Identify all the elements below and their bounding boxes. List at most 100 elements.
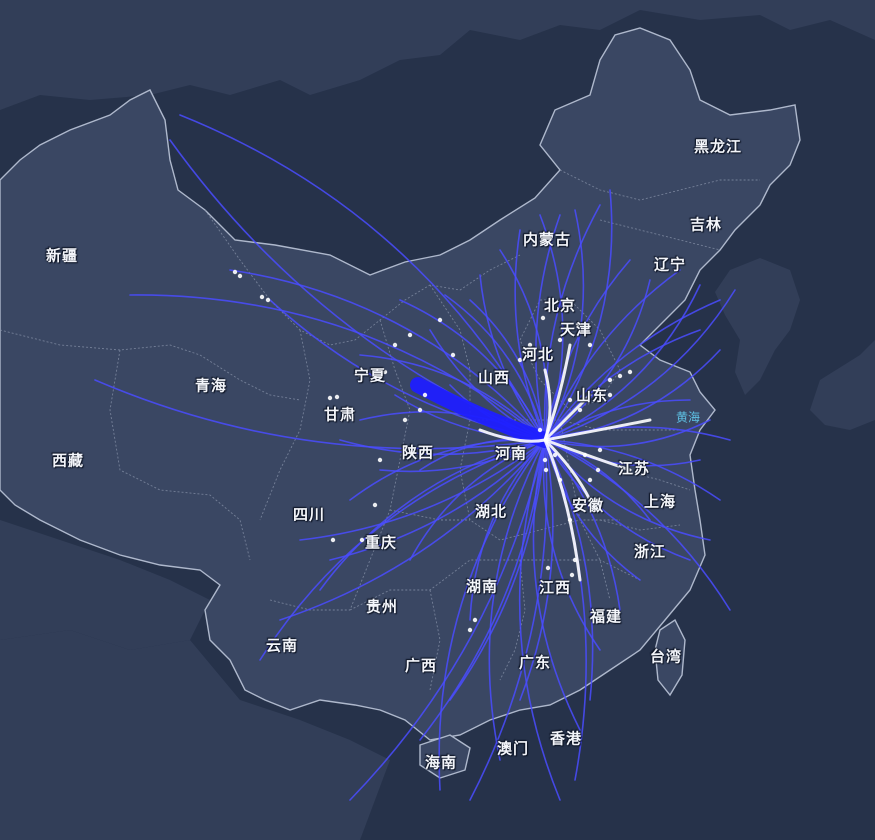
neighbor-land-southwest [0,520,210,650]
flow-core [543,418,652,442]
province-border [204,209,521,346]
flow-line [544,439,721,501]
flow-line [438,439,546,791]
flow-particle [472,617,478,623]
province-border [389,509,470,521]
flow-line [544,439,731,611]
flow-particle [232,269,238,275]
flow-line [544,419,711,448]
flow-particle [527,342,533,348]
flow-line [499,249,548,441]
flow-core [543,438,582,582]
flow-particle [627,369,633,375]
flow-particle [567,397,573,403]
hainan-island [419,734,471,779]
flow-line [449,439,546,701]
flow-particle [557,337,563,343]
flow-particle [567,517,573,523]
flow-line [544,329,701,441]
flow-core [543,393,592,442]
province-border [349,319,411,611]
flow-line [488,439,546,761]
neighbor-land-korea [715,258,800,395]
flow-particle [437,317,443,323]
flow-particle [407,332,413,338]
flow-line [544,439,594,701]
flow-line [544,439,621,611]
province-border [519,299,621,411]
flow-core [543,438,632,472]
flow-line [94,379,546,450]
flow-line [329,439,546,561]
flow-particle [377,457,383,463]
flow-core [543,438,592,502]
flow-core [478,428,547,443]
flow-line [339,439,546,456]
flow-line [129,294,546,441]
flow-particle [450,352,456,358]
flow-particle [587,342,593,348]
flow-particle [587,477,593,483]
flow-particle [557,477,563,483]
flow-line [479,274,546,441]
flow-line [419,439,546,741]
flow-line [543,204,601,441]
flow-particle [334,394,340,400]
sea-label-yellow-sea: 黄海 [675,410,701,425]
flow-particle [382,369,388,375]
flow-particle [607,377,613,383]
neighbor-land-north [0,0,875,110]
flow-core [543,368,552,442]
flow-line [519,439,554,701]
province-border [499,559,526,681]
flow-particle [392,342,398,348]
flow-particle [617,373,623,379]
flow-particle [372,502,378,508]
flow-particle [330,537,336,543]
flow-line [544,399,691,441]
province-border [109,349,251,561]
flow-particle [357,372,363,378]
province-border [599,519,681,531]
flow-particle [545,565,551,571]
flow-particle [259,294,265,300]
flow-line [544,279,651,441]
flow-particle [595,467,601,473]
flow-particles [232,269,633,633]
flow-particle [422,392,428,398]
flow-line [299,439,546,541]
flow-particle [582,452,588,458]
flow-line [259,439,546,661]
flow-particle [540,315,546,321]
flow-trunk [410,377,553,448]
flow-line [535,214,561,441]
flow-line [544,189,613,441]
taiwan-island [654,618,686,697]
flow-particle [572,557,578,563]
flow-particle [467,627,473,633]
flow-particle [417,407,423,413]
flow-particle [237,273,243,279]
flow-line [544,439,691,561]
province-border [429,589,441,691]
flow-particle [402,417,408,423]
flow-particle [569,572,575,578]
province-border [619,469,691,491]
province-border [429,284,471,420]
migration-flows [94,114,736,801]
province-border [599,219,721,251]
province-border [0,329,301,401]
province-border [559,169,760,201]
neighbor-land-south [0,630,390,840]
flow-line [514,229,546,441]
flow-line [444,294,546,441]
flow-line [544,269,681,441]
flow-line [532,439,581,731]
flow-line [229,269,546,441]
province-border [269,599,350,611]
flow-line [319,439,546,591]
flow-line [279,439,546,621]
